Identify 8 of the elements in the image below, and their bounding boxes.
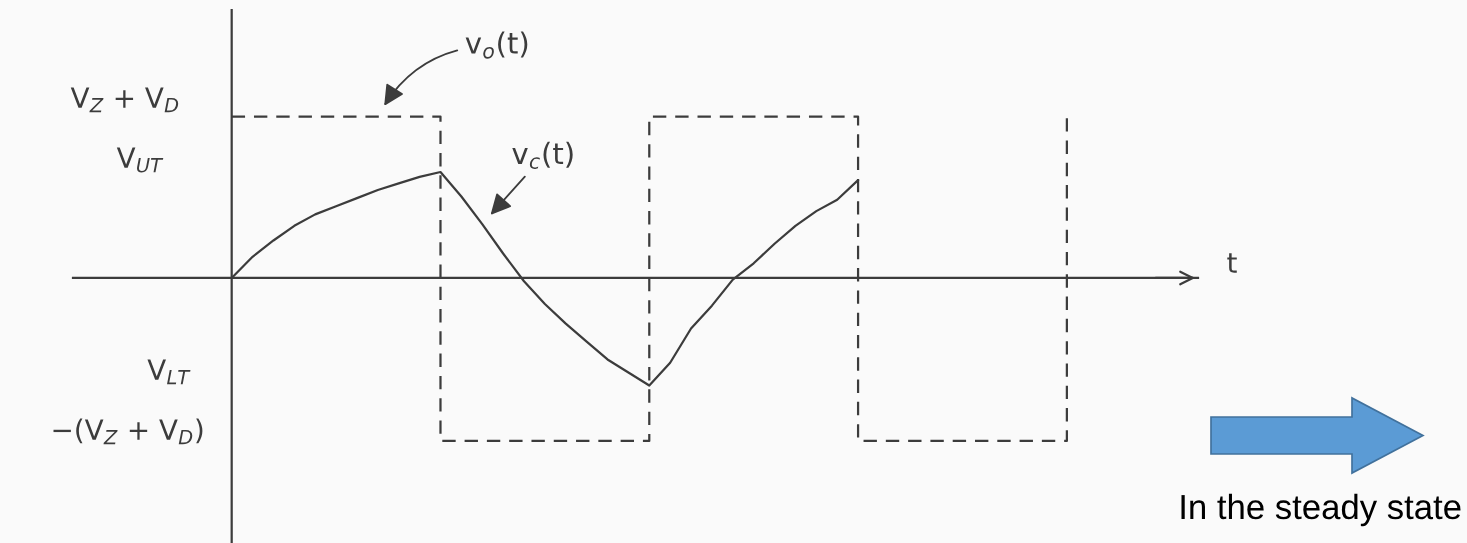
- text: V$_{Z}$ + V$_{D}$: [70, 87, 179, 113]
- text: V$_{UT}$: [116, 147, 164, 173]
- text: v$_{o}$(t): [465, 31, 528, 59]
- series-label: v$_{c}$(t): [512, 141, 573, 169]
- text: V$_{LT}$: [147, 359, 191, 385]
- text: In the steady state: [1181, 493, 1461, 527]
- text: −(V$_{Z}$ + V$_{D}$): [53, 418, 203, 445]
- text: t: [1227, 253, 1237, 273]
